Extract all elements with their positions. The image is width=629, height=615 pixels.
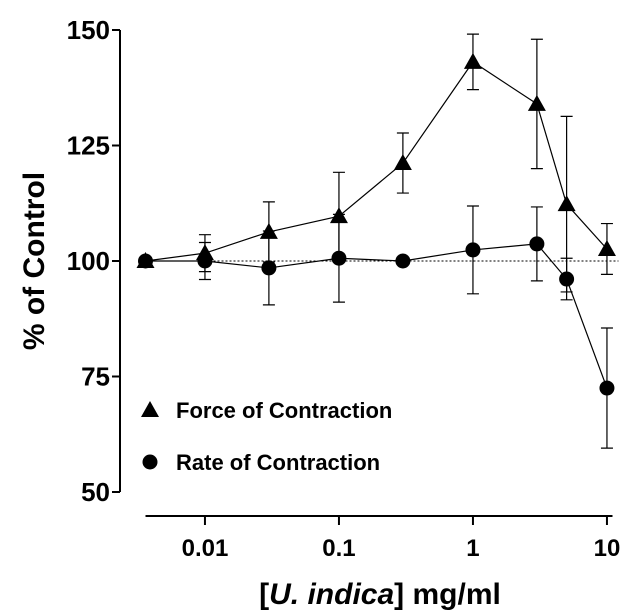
data-point [331,250,347,266]
x-axis-label-part: ] mg/ml [394,578,501,611]
y-tick-label: 50 [81,477,110,507]
data-point [597,239,616,256]
data-point [559,271,575,287]
y-tick-label: 125 [67,131,110,161]
y-tick-label: 75 [81,362,110,392]
data-point [261,260,277,276]
y-tick-label: 150 [67,15,110,45]
x-tick-label: 0.01 [182,535,229,562]
data-point [393,154,412,171]
x-tick-label: 1 [466,535,479,562]
data-point [465,242,481,258]
data-point [599,380,615,396]
series-line [145,243,608,389]
x-axis-label: [U. indica] mg/ml [259,578,501,611]
x-tick-label: 10 [594,535,621,562]
x-tick-label: 0.1 [322,535,355,562]
data-point [197,253,213,269]
data-point [463,52,482,69]
legend-label: Rate of Contraction [176,450,380,475]
series-line [145,61,608,262]
x-axis-label-part: U. indica [269,578,394,611]
data-point [395,253,411,269]
data-point [557,195,576,212]
legend-marker [141,401,159,417]
data-point [529,236,545,252]
x-axis-label-part: [ [259,578,269,611]
legend-label: Force of Contraction [176,398,392,423]
data-point [138,253,153,269]
y-tick-label: 100 [67,246,110,276]
legend-marker [142,454,158,470]
data-point [527,94,546,111]
y-axis-label: % of Control [18,172,51,350]
